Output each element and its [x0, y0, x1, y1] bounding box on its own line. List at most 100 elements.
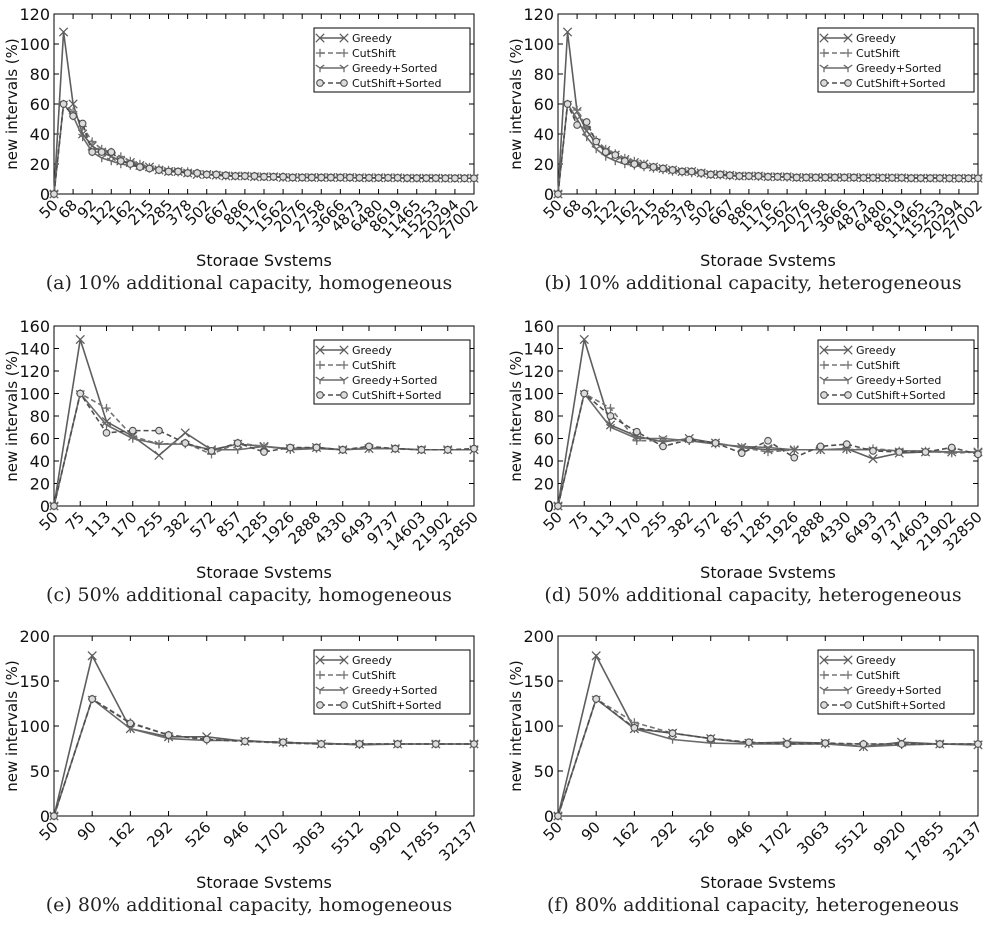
legend-marker: [843, 48, 853, 58]
y-tick-label: 40: [534, 452, 554, 471]
data-point: [745, 172, 753, 180]
data-point: [241, 737, 249, 746]
legend-marker: [844, 701, 852, 709]
legend-label: Greedy+Sorted: [352, 62, 437, 75]
chart-panel-2: 0 20 40 60 80 100 120 140 160 new intervals (%) 50…: [4, 316, 494, 616]
data-point: [391, 444, 400, 453]
x-tick-label: 572: [186, 508, 219, 541]
data-point: [125, 725, 135, 733]
legend-marker: [316, 79, 324, 87]
legend-label: Greedy+Sorted: [352, 374, 437, 387]
data-point: [417, 445, 426, 454]
data-point: [916, 174, 925, 182]
legend-marker: [843, 655, 853, 665]
y-tick-label: 100: [19, 35, 50, 54]
legend-marker: [819, 655, 829, 665]
legend-label: Greedy+Sorted: [352, 684, 437, 697]
chart-panel-3: 0 20 40 60 80 100 120 140 160 new intervals (%) 50…: [508, 316, 998, 616]
legend-item: Greedy: [819, 32, 896, 45]
legend-marker: [315, 48, 325, 58]
legend-item: Greedy: [315, 654, 392, 667]
data-point: [668, 729, 677, 738]
legend-item: Greedy+Sorted: [315, 62, 437, 75]
data-point: [286, 443, 295, 452]
data-point: [155, 426, 163, 435]
data-point: [659, 442, 667, 451]
x-tick-label: 90: [578, 818, 604, 844]
legend-marker: [340, 701, 348, 709]
legend-item: CutShift+Sorted: [316, 389, 441, 402]
y-tick-label: 100: [19, 717, 50, 736]
data-point: [174, 167, 182, 176]
data-point: [783, 740, 791, 748]
data-point: [68, 99, 78, 109]
data-point: [897, 173, 906, 182]
x-axis-label: Storage Systems: [196, 563, 332, 578]
data-point: [183, 169, 192, 177]
y-tick-label: 100: [523, 35, 554, 54]
data-point: [842, 440, 851, 448]
data-point: [783, 172, 791, 181]
x-tick-label: 5512: [832, 818, 872, 858]
series-greedy-sorted: [553, 390, 983, 511]
data-point: [202, 735, 211, 744]
data-point: [470, 444, 478, 453]
data-point: [869, 173, 877, 182]
data-point: [955, 174, 963, 183]
data-point: [878, 173, 887, 182]
y-tick-label: 100: [19, 385, 50, 404]
data-point: [554, 502, 562, 510]
data-point: [180, 428, 190, 438]
legend-item: Greedy+Sorted: [819, 374, 941, 387]
x-tick-label: 1702: [251, 818, 291, 858]
x-tick-label: 292: [647, 818, 680, 851]
legend-marker: [844, 79, 852, 87]
legend-label: CutShift+Sorted: [856, 389, 945, 402]
legend-item: CutShift+Sorted: [820, 389, 945, 402]
legend-marker: [339, 360, 349, 370]
x-tick-label: 113: [585, 508, 618, 541]
legend-marker: [819, 345, 829, 355]
x-tick-label: 526: [686, 818, 719, 851]
y-tick-label: 20: [534, 475, 554, 494]
data-point: [59, 100, 68, 108]
data-point: [935, 740, 944, 748]
y-tick-label: 100: [523, 717, 554, 736]
data-point: [78, 119, 87, 128]
y-tick-label: 60: [534, 95, 554, 114]
legend-marker: [820, 79, 828, 87]
legend-marker: [339, 48, 349, 58]
data-point: [725, 171, 734, 180]
legend: Greedy CutShift Greedy+Sorted CutShift+Sort…: [817, 27, 975, 93]
data-point: [126, 719, 135, 728]
x-tick-label: 1702: [755, 818, 795, 858]
series-cutshift: [49, 99, 479, 199]
data-point: [212, 170, 221, 179]
x-tick-label: 255: [638, 508, 671, 541]
legend-marker: [315, 686, 325, 695]
data-point: [470, 740, 478, 748]
series-cutshift-sorted: [50, 100, 478, 198]
legend-marker: [339, 655, 349, 665]
x-tick-label: 17855: [901, 818, 947, 864]
data-point: [338, 445, 347, 454]
data-point: [355, 740, 364, 748]
legend-marker: [316, 391, 324, 399]
data-point: [279, 738, 287, 747]
x-tick-label: 5512: [328, 818, 368, 858]
legend: Greedy CutShift Greedy+Sorted CutShift+Sort…: [817, 649, 975, 715]
data-point: [610, 157, 620, 166]
data-point: [592, 137, 601, 146]
series-line: [53, 697, 474, 817]
data-point: [128, 435, 138, 443]
data-point: [582, 118, 591, 126]
x-tick-label: 382: [664, 508, 697, 541]
y-tick-label: 160: [19, 317, 50, 336]
data-point: [573, 121, 581, 129]
y-tick-label: 20: [30, 155, 50, 174]
legend-marker: [819, 33, 829, 43]
data-point: [403, 174, 412, 182]
legend-marker: [843, 360, 853, 370]
